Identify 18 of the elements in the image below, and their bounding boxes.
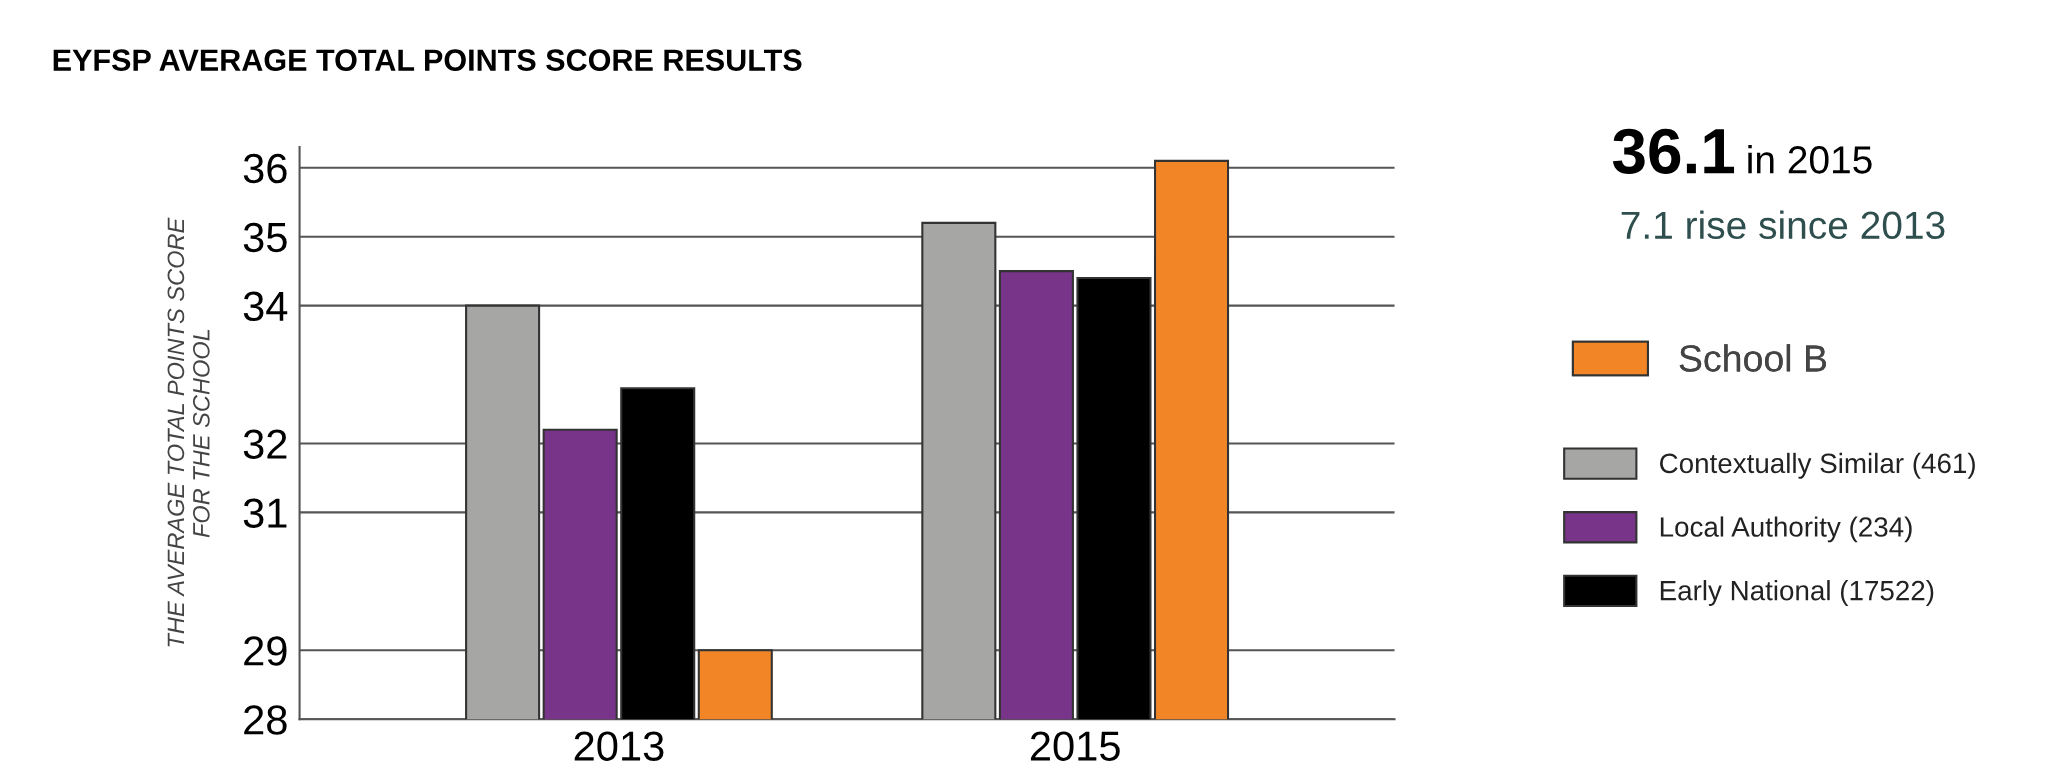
y-tick-label: 36 [243,153,287,184]
y-axis-title: THE AVERAGE TOTAL POINTS SCORE FOR THE SCHOOL [167,217,210,647]
legend-label: Early National (17522) [1660,580,1934,606]
y-tick-label: 34 [243,291,288,322]
chart-title: EYFSP AVERAGE TOTAL POINTS SCORE RESULTS [53,49,802,71]
x-tick-label: 2015 [1030,731,1120,761]
y-tick-label: 32 [243,429,287,459]
text: in 2015 [1748,145,1872,174]
y-tick-label: 28 [244,705,287,735]
legend-label: School B [1679,344,1827,372]
x-tick-label: 2013 [574,731,664,761]
text: 7.1 rise since 2013 [1621,210,1945,240]
y-tick-label: 29 [244,636,287,666]
legend-label: Contextually Similar (461) [1660,452,1975,479]
legend-label: Local Authority (234) [1660,516,1912,543]
y-tick-label: 31 [243,498,287,528]
y-tick-label: 35 [243,222,287,253]
text: 36.1 [1612,128,1735,174]
